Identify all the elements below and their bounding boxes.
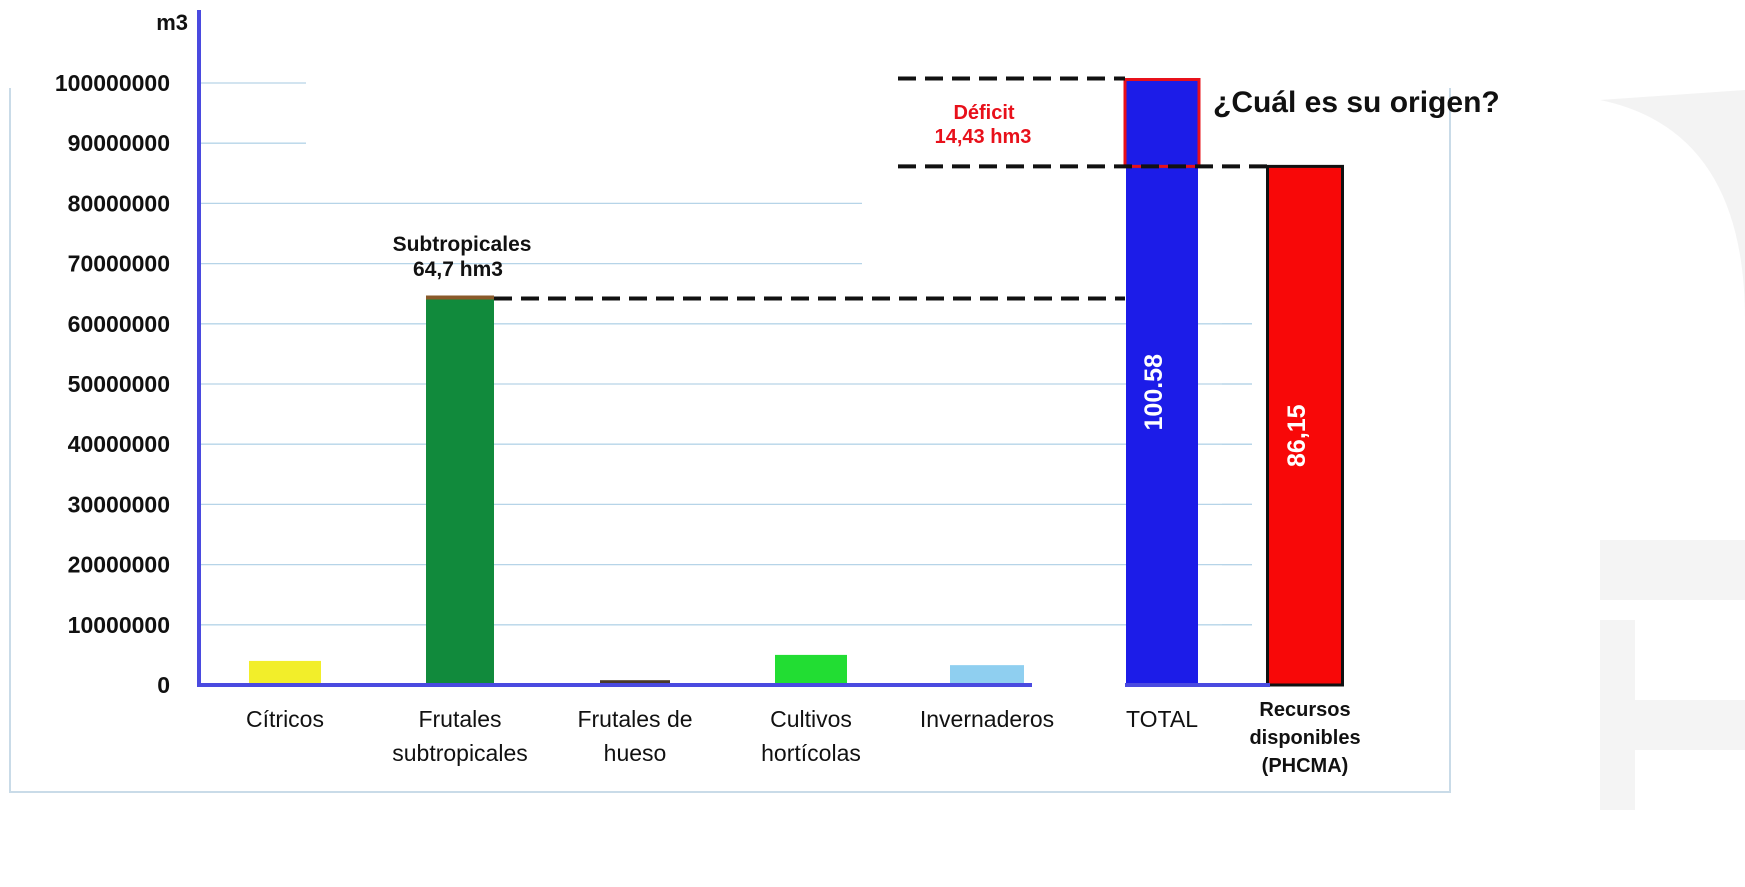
deficit-box [1123, 78, 1201, 168]
category-label: Cítricos [246, 706, 324, 732]
subtropicales-annotation: 64,7 hm3 [413, 258, 503, 281]
y-tick-label: 80000000 [68, 190, 170, 216]
y-tick-label: 100000000 [55, 70, 170, 96]
y-tick-label: 0 [157, 672, 170, 698]
category-label: subtropicales [392, 740, 528, 766]
y-tick-label: 40000000 [68, 431, 170, 457]
bar-3 [775, 654, 847, 685]
axes [9, 10, 1451, 793]
bar-4 [950, 665, 1024, 685]
watermark-shape [1600, 700, 1745, 750]
y-tick-label: 30000000 [68, 491, 170, 517]
category-label: TOTAL [1126, 706, 1198, 732]
category-label: Frutales [418, 706, 501, 732]
deficit-annotation: Déficit [953, 102, 1014, 124]
y-tick-label: 20000000 [68, 552, 170, 578]
bars: 100.58 86,15 [249, 79, 1344, 687]
category-label: Invernaderos [920, 706, 1054, 732]
watermark-shape [1600, 90, 1745, 320]
category-label: hortícolas [761, 740, 861, 766]
y-tick-label: 50000000 [68, 371, 170, 397]
bar-5 [1126, 79, 1198, 685]
grid [201, 82, 1252, 626]
y-tick-labels: 0 10000000 20000000 30000000 40000000 5000000… [55, 10, 188, 698]
watermark [1600, 90, 1745, 810]
category-label: hueso [604, 740, 667, 766]
bar-2 [600, 680, 670, 685]
category-label: Cultivos [770, 706, 852, 732]
bar-top-accent [426, 295, 494, 300]
category-label: (PHCMA) [1262, 755, 1349, 777]
category-label: Recursos [1259, 699, 1350, 721]
chart-frame [9, 88, 1451, 793]
bar-6 [1266, 164, 1344, 687]
y-axis-unit-label: m3 [156, 10, 188, 35]
bar-1 [426, 295, 494, 685]
bar-0 [249, 660, 321, 685]
bar-value-label: 86,15 [1283, 404, 1311, 467]
category-label: disponibles [1249, 727, 1360, 749]
question-annotation: ¿Cuál es su origen? [1213, 86, 1500, 119]
category-label: Frutales de [577, 706, 692, 732]
watermark-shape [1600, 540, 1745, 600]
category-labels: Cítricos Frutales subtropicales Frutales de… [246, 699, 1361, 777]
y-tick-label: 10000000 [68, 612, 170, 638]
deficit-annotation: 14,43 hm3 [935, 126, 1032, 148]
y-tick-label: 90000000 [68, 130, 170, 156]
y-tick-label: 70000000 [68, 251, 170, 277]
subtropicales-annotation: Subtropicales [393, 233, 532, 256]
y-tick-label: 60000000 [68, 311, 170, 337]
bar-value-label: 100.58 [1140, 354, 1168, 431]
